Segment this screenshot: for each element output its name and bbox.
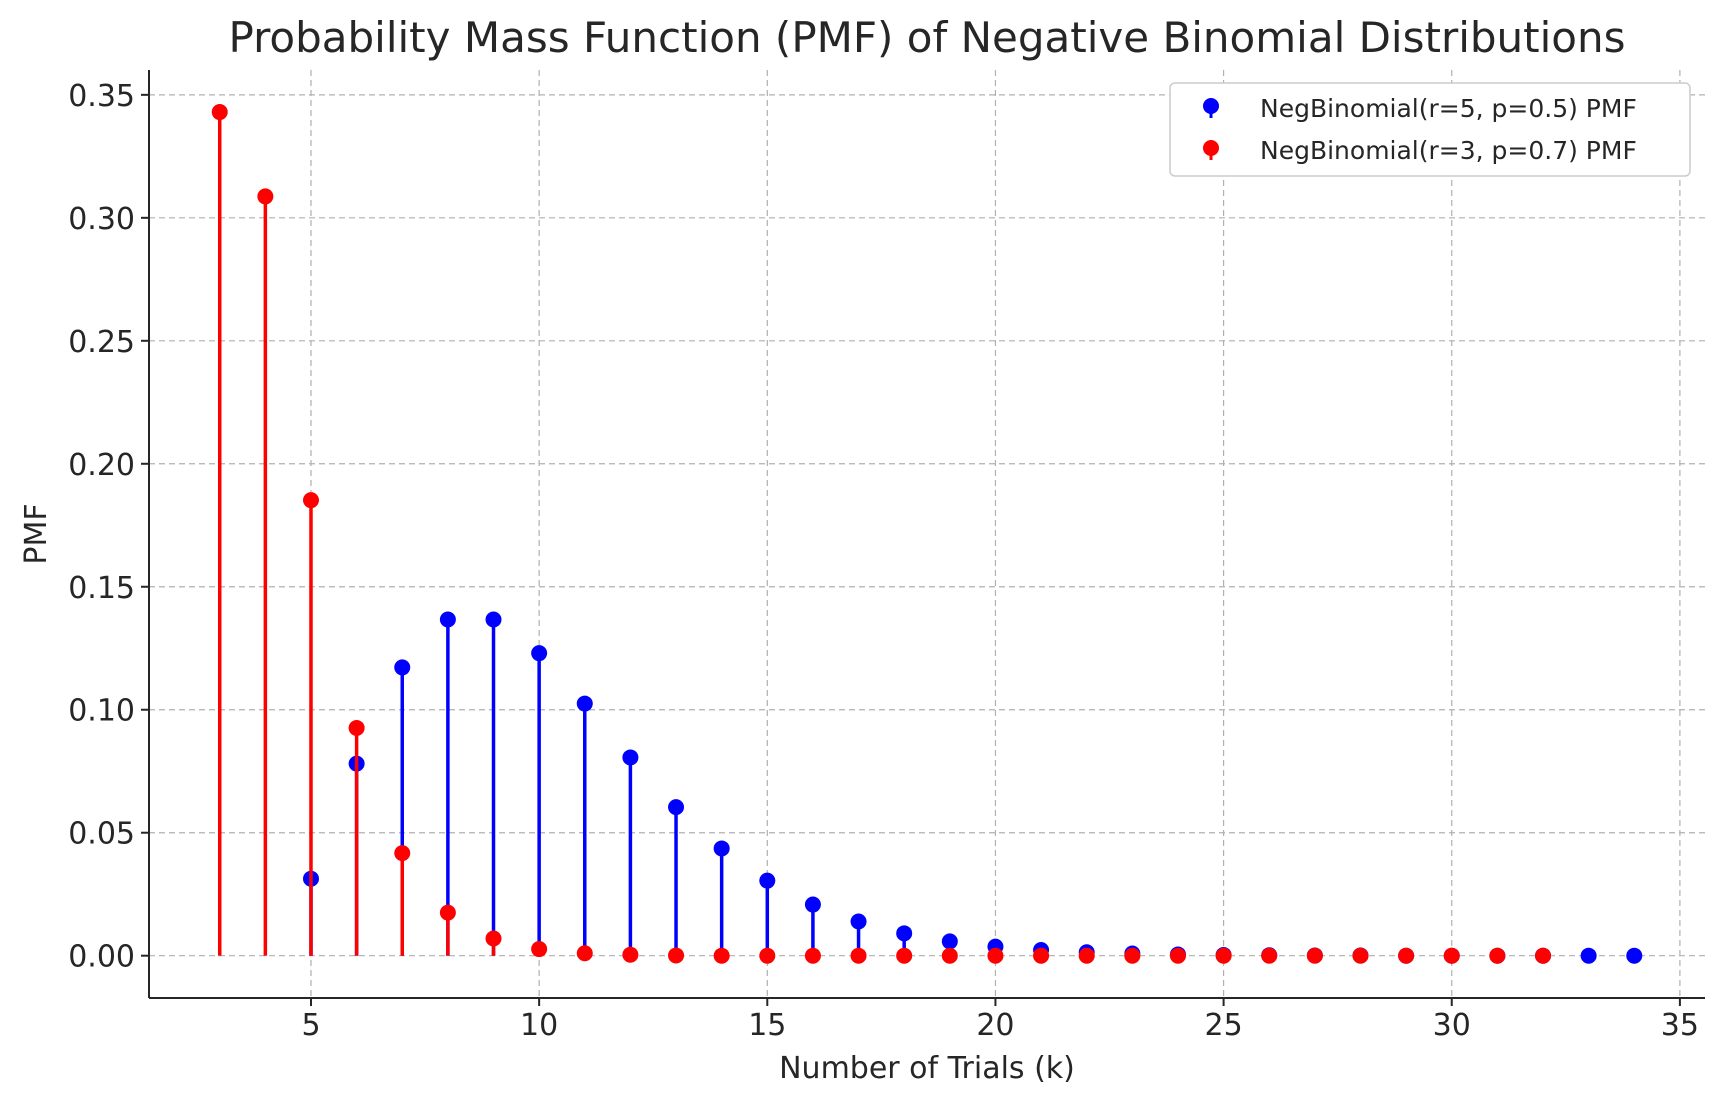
- series-2-point: [1443, 947, 1460, 964]
- series-1-point: [531, 645, 548, 662]
- x-axis-label: Number of Trials (k): [779, 1051, 1075, 1086]
- series-2-point: [1306, 947, 1323, 964]
- series-2-point: [1489, 947, 1506, 964]
- y-tick-label: 0.25: [68, 325, 135, 360]
- y-tick-label: 0.15: [68, 571, 135, 606]
- series-2-point: [211, 104, 228, 121]
- series-2-point: [1124, 947, 1141, 964]
- series-1-point: [576, 695, 593, 712]
- x-tick-label: 5: [301, 1008, 320, 1043]
- series-2-point: [576, 945, 593, 962]
- grid: [149, 70, 1705, 998]
- chart-title: Probability Mass Function (PMF) of Negat…: [228, 13, 1625, 62]
- series-1: [302, 611, 1643, 964]
- x-tick-label: 15: [748, 1008, 786, 1043]
- series-2-point: [804, 947, 821, 964]
- series-2: [211, 104, 1552, 964]
- legend-marker-series-1: [1203, 98, 1219, 114]
- series-2-point: [850, 947, 867, 964]
- y-tick-label: 0.30: [68, 202, 135, 237]
- series-1-point: [485, 611, 502, 628]
- legend-item-series-1: NegBinomial(r=5, p=0.5) PMF: [1203, 94, 1637, 123]
- series-1-point: [941, 933, 958, 950]
- series-2-point: [1078, 947, 1095, 964]
- series-2-point: [1261, 947, 1278, 964]
- series-2-point: [622, 946, 639, 963]
- legend-label-series-2: NegBinomial(r=3, p=0.7) PMF: [1260, 136, 1637, 165]
- legend-item-series-2: NegBinomial(r=3, p=0.7) PMF: [1203, 136, 1637, 165]
- series-1-point: [804, 896, 821, 913]
- legend-frame: [1169, 82, 1691, 177]
- series-1-point: [622, 749, 639, 766]
- series-2-point: [439, 904, 456, 921]
- series-1-point: [668, 799, 685, 816]
- x-ticks: 5 10 15 20 25 30 35: [301, 998, 1699, 1043]
- series-2-point: [394, 845, 411, 862]
- series-2-point: [485, 930, 502, 947]
- plot-area: [211, 104, 1643, 964]
- x-tick-label: 20: [976, 1008, 1014, 1043]
- series-2-point: [713, 947, 730, 964]
- series-2-point: [531, 941, 548, 958]
- y-tick-label: 0.05: [68, 817, 135, 852]
- y-tick-label: 0.20: [68, 448, 135, 483]
- series-2-point: [1352, 947, 1369, 964]
- series-1-point: [850, 913, 867, 930]
- series-1-point: [439, 611, 456, 628]
- x-tick-label: 35: [1661, 1008, 1699, 1043]
- series-1-point: [896, 925, 913, 942]
- series-2-point: [987, 947, 1004, 964]
- y-tick-label: 0.35: [68, 79, 135, 114]
- y-tick-label: 0.00: [68, 940, 135, 975]
- series-1-point: [1626, 947, 1643, 964]
- series-2-point: [1535, 947, 1552, 964]
- y-axis-label: PMF: [19, 503, 54, 564]
- series-2-point: [759, 947, 776, 964]
- x-tick-label: 25: [1205, 1008, 1243, 1043]
- series-2-point: [1215, 947, 1232, 964]
- y-tick-label: 0.10: [68, 694, 135, 729]
- series-2-point: [1169, 947, 1186, 964]
- series-2-point: [941, 947, 958, 964]
- series-2-point: [1033, 947, 1050, 964]
- series-2-point: [896, 947, 913, 964]
- y-ticks: 0.00 0.05 0.10 0.15 0.20 0.25 0.30 0.35: [68, 79, 149, 975]
- legend: NegBinomial(r=5, p=0.5) PMF NegBinomial(…: [1169, 82, 1691, 177]
- series-2-point: [1398, 947, 1415, 964]
- series-2-point: [302, 492, 319, 509]
- x-tick-label: 10: [520, 1008, 558, 1043]
- legend-label-series-1: NegBinomial(r=5, p=0.5) PMF: [1260, 94, 1637, 123]
- legend-marker-series-2: [1203, 140, 1219, 156]
- series-2-point: [257, 188, 274, 205]
- series-2-point: [348, 719, 365, 736]
- series-1-point: [713, 840, 730, 857]
- series-1-point: [1580, 947, 1597, 964]
- x-tick-label: 30: [1433, 1008, 1471, 1043]
- series-1-point: [759, 872, 776, 889]
- series-2-point: [668, 947, 685, 964]
- series-1-point: [394, 659, 411, 676]
